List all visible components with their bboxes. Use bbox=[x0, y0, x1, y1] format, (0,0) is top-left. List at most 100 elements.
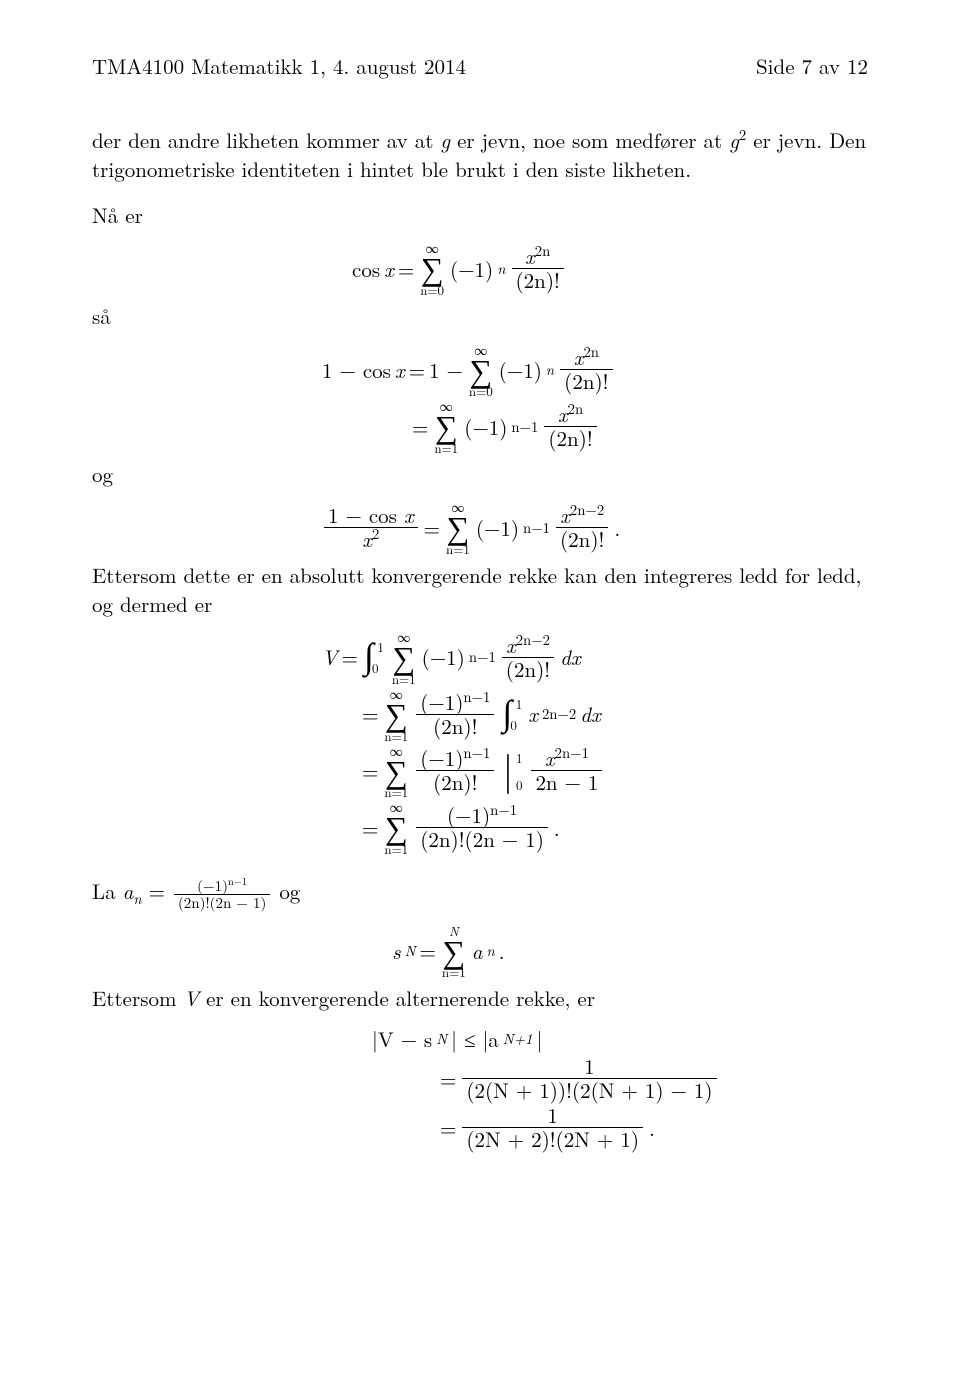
onemcos: 1 − cos bbox=[322, 356, 391, 384]
p1b: er jevn, noe som medfører at bbox=[450, 125, 729, 155]
int1t: 1 bbox=[377, 638, 384, 656]
ev1b: 0 bbox=[516, 776, 523, 794]
cos1: cos bbox=[352, 255, 380, 283]
s9b: n=1 bbox=[442, 965, 466, 978]
p3b: er en konvergerende alternerende rekke, … bbox=[199, 983, 595, 1013]
sum2: ∞ ∑ n=0 bbox=[469, 343, 493, 398]
s3b: n=1 bbox=[434, 441, 458, 454]
frac7b: x2n−1 2n − 1 bbox=[531, 747, 602, 794]
per3: . bbox=[499, 937, 505, 965]
eq8: = bbox=[362, 814, 378, 842]
frac5: x2n−2 (2n)! bbox=[502, 634, 554, 681]
frac2: x2n (2n)! bbox=[560, 346, 612, 393]
sum1: ∞ ∑ n=0 bbox=[420, 241, 444, 296]
int2b: 0 bbox=[510, 716, 517, 734]
naa-er-text: Nå er bbox=[92, 200, 143, 230]
saa: så bbox=[92, 302, 868, 330]
an2: a bbox=[472, 937, 483, 965]
abs3: | bbox=[536, 1025, 542, 1053]
dx2: dx bbox=[580, 700, 600, 728]
fd3: (2n)! bbox=[544, 427, 596, 450]
den2: (2N + 2)!(2N + 1) bbox=[462, 1128, 643, 1151]
ev1t: 1 bbox=[516, 749, 523, 767]
int1b: 0 bbox=[372, 659, 379, 677]
fx3s: 2n bbox=[568, 398, 584, 419]
sum4: ∞ ∑ n=1 bbox=[446, 500, 470, 555]
Vlhs: V bbox=[322, 643, 338, 671]
sig3: ∑ bbox=[434, 412, 458, 441]
sig9: ∑ bbox=[442, 937, 466, 966]
frac3: x2n (2n)! bbox=[544, 403, 596, 450]
p2: Ettersom dette er en absolutt konvergere… bbox=[92, 560, 861, 618]
neg1d: (−1) bbox=[476, 514, 519, 542]
sum3: ∞ ∑ n=1 bbox=[434, 399, 458, 454]
la-an: La an = (−1)n−1 (2n)!(2n − 1) og bbox=[92, 877, 868, 911]
g: g bbox=[440, 125, 450, 155]
sig7: ∑ bbox=[384, 757, 408, 786]
xden: x bbox=[362, 524, 372, 554]
abs1: |V − s bbox=[372, 1025, 432, 1053]
sig6: ∑ bbox=[384, 700, 408, 729]
frac1: x2n (2n)! bbox=[512, 245, 564, 292]
sum5: ∞ ∑ n=1 bbox=[392, 630, 416, 685]
fd7b: 2n − 1 bbox=[531, 771, 602, 794]
fx4s: 2n−2 bbox=[570, 499, 604, 520]
nm1f: n−1 bbox=[490, 799, 517, 820]
eq-1-minus-cos: 1 − cos x = 1 − ∞ ∑ n=0 (−1)n x2n (2n)! … bbox=[322, 343, 868, 455]
fx1s: 2n bbox=[535, 240, 551, 261]
paragraph-1: der den andre likheten kommer av at g er… bbox=[92, 126, 868, 183]
int2: ∫ 1 0 bbox=[502, 697, 512, 731]
s4b: n=1 bbox=[446, 542, 470, 555]
page-header: TMA4100 Matematikk 1, 4. august 2014 Sid… bbox=[92, 52, 868, 80]
header-right: Side 7 av 12 bbox=[756, 52, 868, 80]
neg1b: (−1) bbox=[499, 356, 542, 384]
sig5: ∑ bbox=[392, 643, 416, 672]
eq6: = bbox=[362, 700, 378, 728]
fx7s: 2n−1 bbox=[555, 742, 589, 763]
s8b: n=1 bbox=[384, 842, 408, 855]
header-left: TMA4100 Matematikk 1, 4. august 2014 bbox=[92, 52, 466, 80]
fd7: (2n)! bbox=[416, 771, 494, 794]
p1a: der den andre likheten kommer av at bbox=[92, 125, 440, 155]
la: La bbox=[92, 876, 123, 906]
fd6: (2n)! bbox=[416, 715, 494, 738]
nm1d: n−1 bbox=[463, 686, 490, 707]
frac7: (−1)n−1 (2n)! bbox=[416, 747, 494, 794]
frac-an: (−1)n−1 (2n)!(2n − 1) bbox=[174, 878, 270, 912]
nm1e: n−1 bbox=[463, 742, 490, 763]
eq5: = bbox=[342, 643, 358, 671]
sig8: ∑ bbox=[384, 813, 408, 842]
aneq: = bbox=[142, 876, 172, 906]
paragraph-3: Ettersom V er en konvergerende alternere… bbox=[92, 984, 868, 1012]
neg1e: (−1) bbox=[422, 643, 465, 671]
eq3: = bbox=[412, 413, 428, 441]
neg1c: (−1) bbox=[464, 413, 507, 441]
frac6: (−1)n−1 (2n)! bbox=[416, 691, 494, 738]
an: a bbox=[123, 876, 134, 906]
sigma1: ∑ bbox=[420, 254, 444, 283]
fd2: (2n)! bbox=[560, 370, 612, 393]
ansub: n bbox=[133, 888, 141, 909]
fx5s: 2n−2 bbox=[516, 629, 550, 650]
x6: x bbox=[528, 700, 538, 728]
dx1: dx bbox=[560, 643, 580, 671]
frac4: x2n−2 (2n)! bbox=[556, 504, 608, 551]
eq9: = bbox=[420, 937, 436, 965]
eq-cosx: cos x = ∞ ∑ n=0 (−1)n x2n (2n)! bbox=[352, 241, 868, 296]
naa-er: Nå er bbox=[92, 201, 868, 229]
frac11: 1 (2N + 2)!(2N + 1) bbox=[462, 1104, 643, 1151]
fx2s: 2n bbox=[583, 341, 599, 362]
fd1: (2n)! bbox=[512, 269, 564, 292]
abs2: | ≤ |a bbox=[451, 1025, 499, 1053]
sig2: ∑ bbox=[469, 356, 493, 385]
Vp3: V bbox=[183, 983, 199, 1013]
fd4: (2n)! bbox=[556, 528, 608, 551]
eq11: = bbox=[440, 1114, 456, 1142]
og-text: og bbox=[92, 459, 113, 489]
per1: . bbox=[614, 514, 620, 542]
frac8: (−1)n−1 (2n)!(2n − 1) bbox=[416, 804, 548, 851]
sum8: ∞ ∑ n=1 bbox=[384, 800, 408, 855]
eq2: = bbox=[409, 356, 425, 384]
fd8: (2n)!(2n − 1) bbox=[416, 828, 548, 851]
int1: ∫ 1 0 bbox=[364, 640, 374, 674]
